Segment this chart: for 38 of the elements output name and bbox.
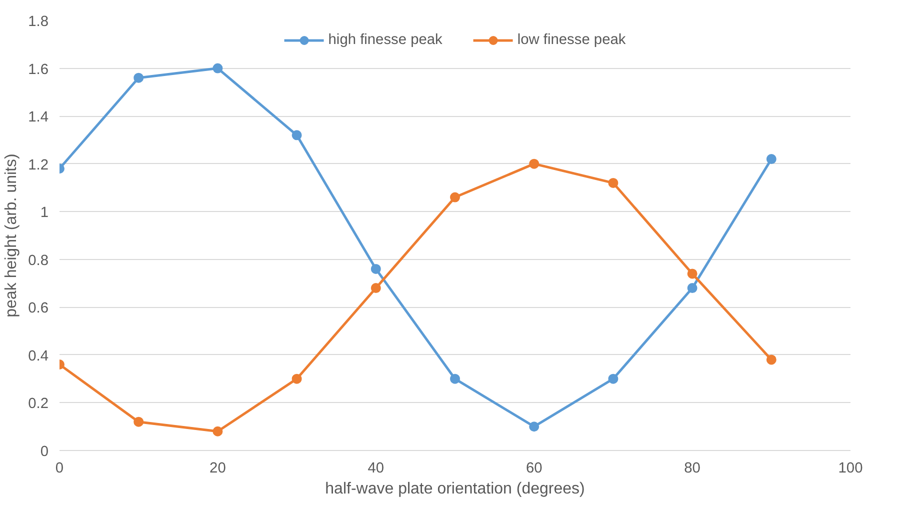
- legend-label: low finesse peak: [517, 32, 626, 48]
- x-tick-label: 40: [368, 460, 384, 476]
- point: [292, 374, 302, 384]
- point: [687, 283, 698, 294]
- point: [687, 268, 698, 279]
- legend-label: high finesse peak: [328, 32, 442, 48]
- y-tick-label: 0.4: [28, 348, 48, 364]
- x-axis-title: half-wave plate orientation (degrees): [325, 480, 585, 498]
- point: [608, 178, 618, 188]
- y-tick-label: 0.2: [28, 396, 48, 412]
- y-tick-label: 0.6: [28, 300, 48, 317]
- point: [608, 374, 618, 384]
- y-tick-label: 1.8: [28, 14, 48, 30]
- y-axis-title: peak height (arb. units): [3, 154, 20, 318]
- y-tick-label: 1.2: [28, 157, 48, 174]
- point: [450, 374, 460, 384]
- point: [529, 422, 540, 432]
- y-tick-label: 1: [40, 205, 49, 222]
- point: [292, 130, 302, 140]
- point: [766, 354, 776, 365]
- y-tick-label: 1.4: [28, 110, 48, 126]
- point: [450, 192, 460, 202]
- x-tick-label: 0: [55, 460, 64, 476]
- point: [134, 72, 144, 83]
- x-tick-label: 60: [526, 460, 542, 476]
- y-tick-label: 0: [40, 444, 49, 460]
- point: [370, 264, 381, 274]
- y-tick-label: 0.8: [28, 252, 48, 269]
- x-tick-label: 100: [838, 460, 863, 476]
- x-tick-label: 80: [684, 460, 700, 476]
- point: [134, 416, 144, 427]
- point: [529, 158, 540, 169]
- x-tick-label: 20: [210, 460, 226, 476]
- y-tick-label: 1.6: [28, 62, 48, 78]
- point: [370, 283, 381, 294]
- point: [212, 63, 223, 74]
- point: [212, 426, 223, 436]
- point: [766, 154, 776, 164]
